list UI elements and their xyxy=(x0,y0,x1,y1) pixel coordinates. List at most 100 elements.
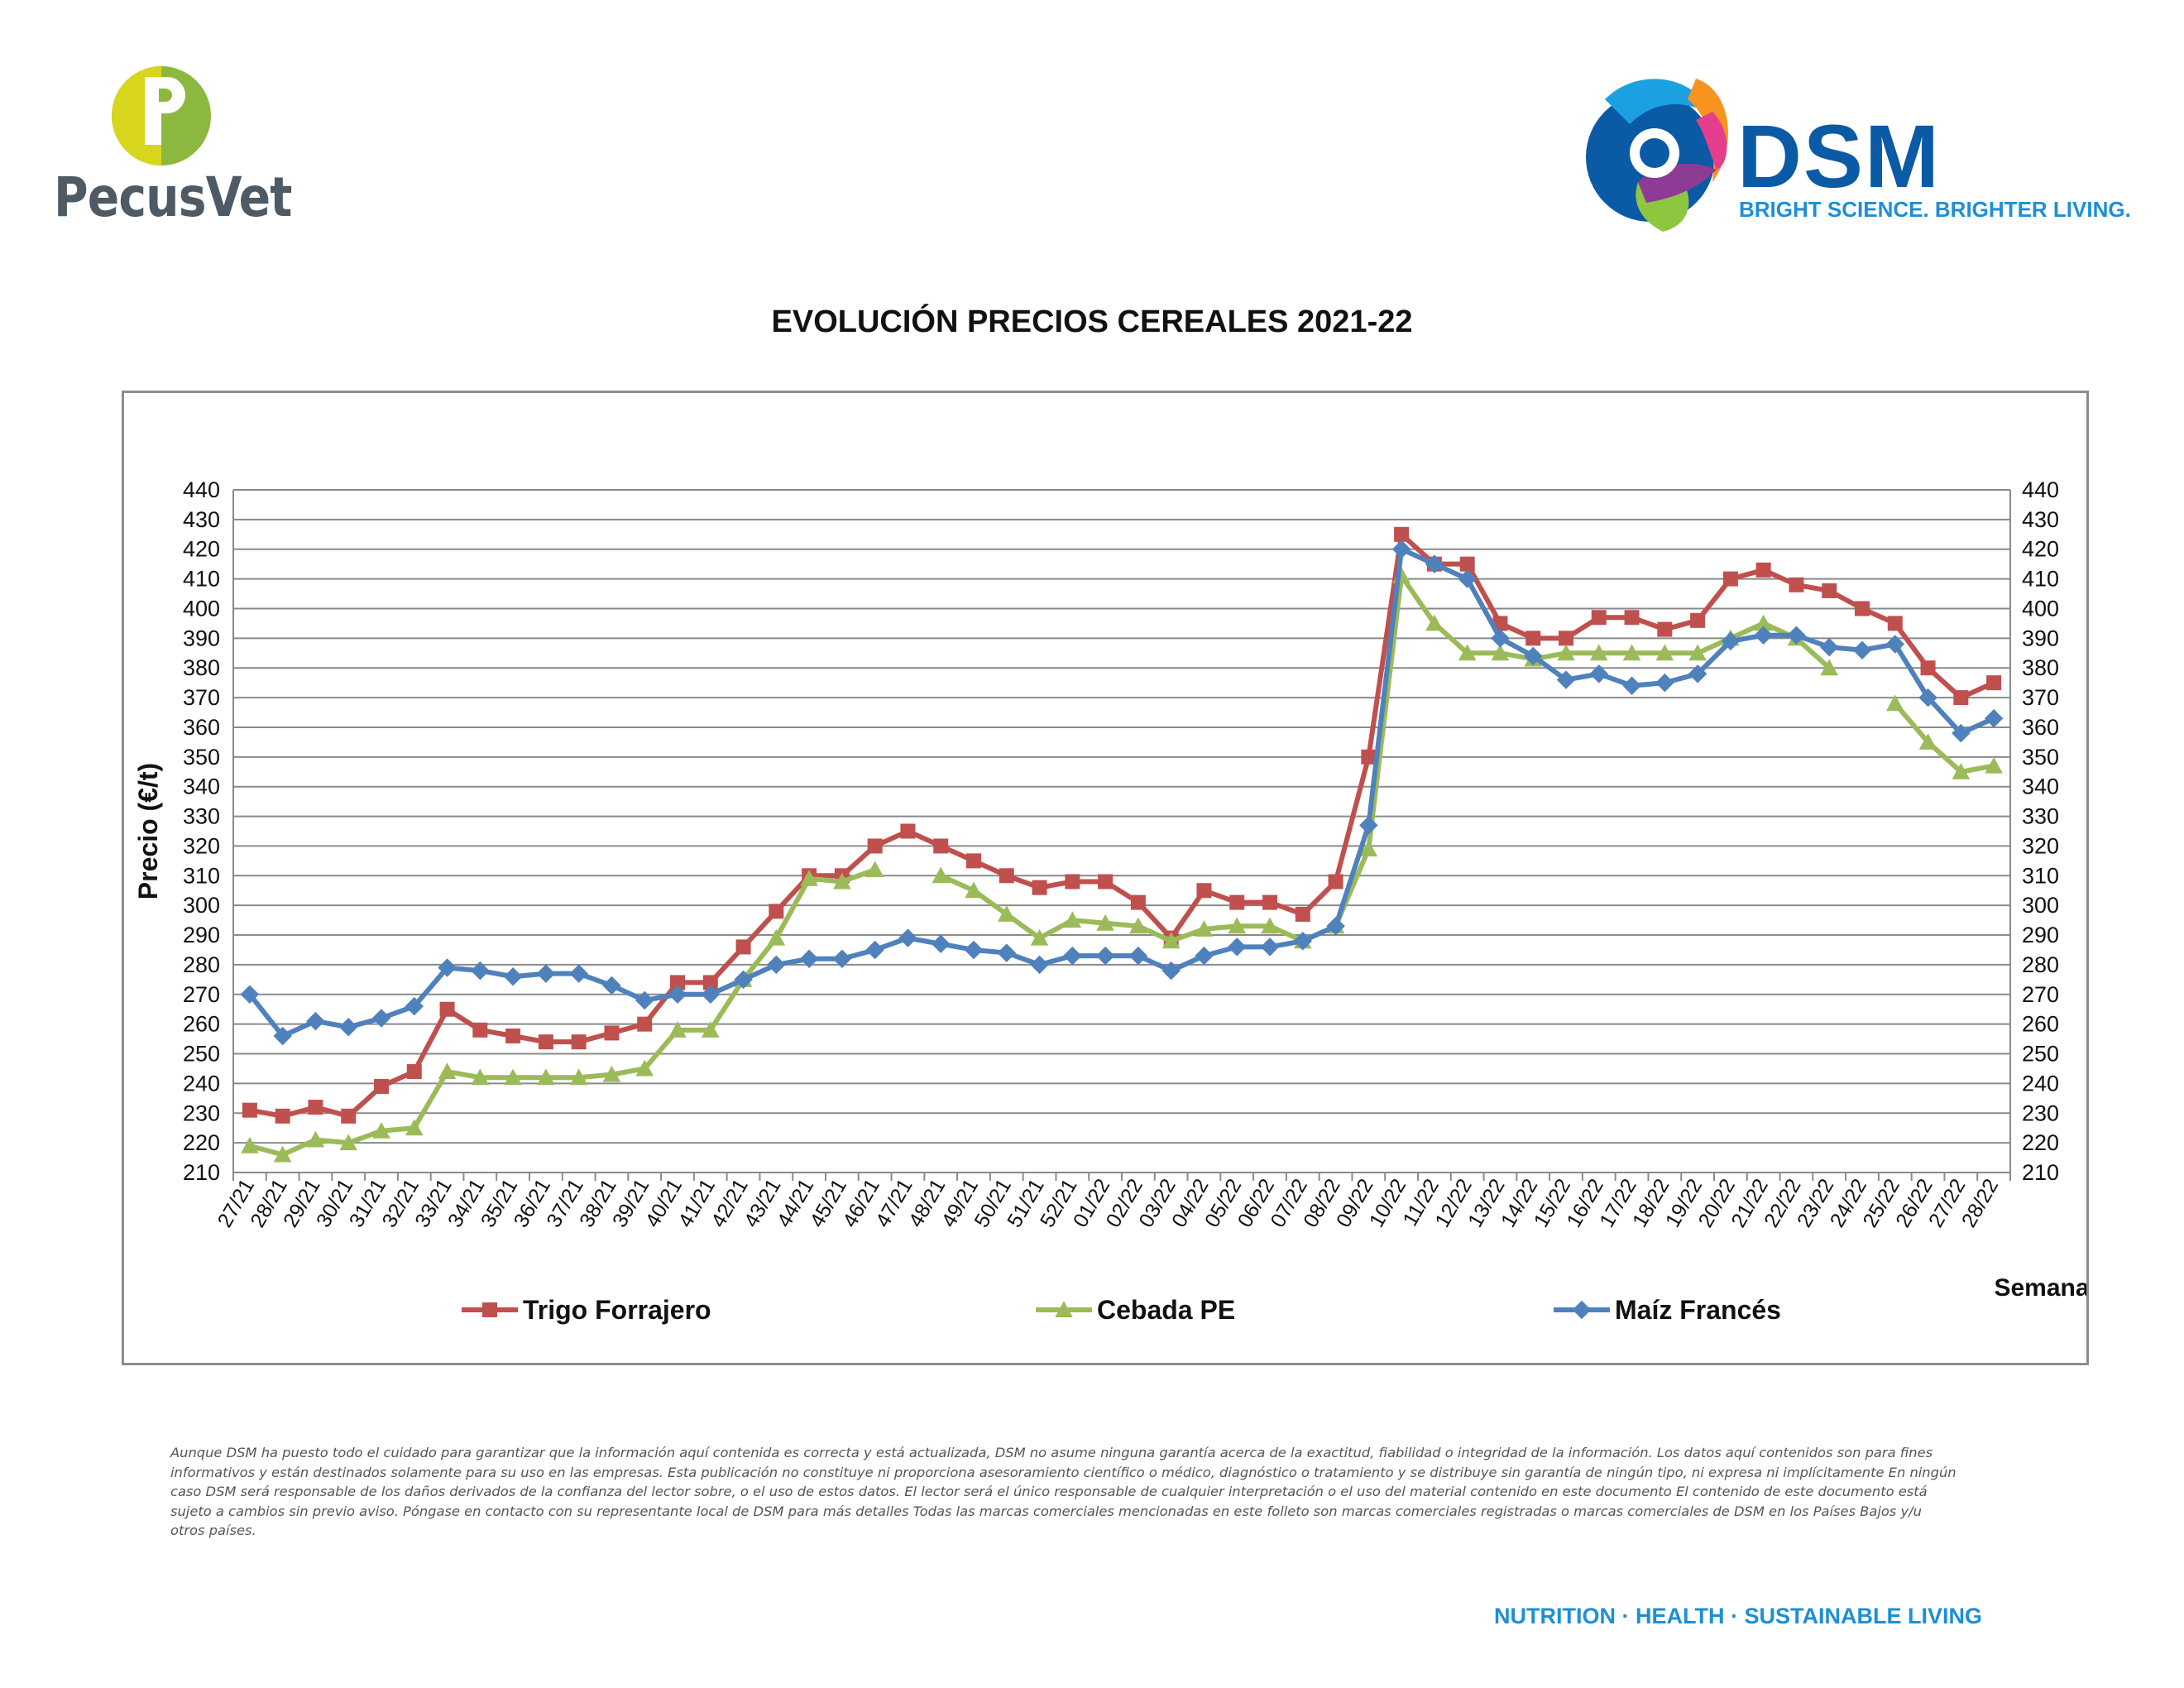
y2-tick-label: 290 xyxy=(2022,923,2059,947)
data-point-cebada-pe xyxy=(537,1068,555,1086)
y-tick-label: 260 xyxy=(183,1012,220,1037)
data-point-trigo-forrajero xyxy=(1328,874,1343,890)
data-point-maiz-frances xyxy=(1128,946,1148,966)
data-point-cebada-pe xyxy=(1359,840,1378,857)
data-point-trigo-forrajero xyxy=(1690,612,1706,628)
data-point-cebada-pe xyxy=(241,1136,259,1153)
data-point-maiz-frances xyxy=(931,934,951,954)
y-tick-label: 240 xyxy=(183,1071,220,1096)
data-point-cebada-pe xyxy=(372,1121,390,1139)
data-point-trigo-forrajero xyxy=(1196,883,1212,899)
pecusvet-p-icon xyxy=(112,66,211,165)
y-tick-label: 370 xyxy=(183,685,220,710)
y-tick-label: 440 xyxy=(183,477,220,502)
data-point-maiz-frances xyxy=(438,958,457,977)
data-point-trigo-forrajero xyxy=(966,853,981,869)
data-point-trigo-forrajero xyxy=(1361,749,1377,765)
y2-tick-label: 210 xyxy=(2022,1160,2059,1185)
data-point-cebada-pe xyxy=(997,905,1016,922)
data-point-cebada-pe xyxy=(1228,917,1247,934)
data-point-maiz-frances xyxy=(1952,723,1971,743)
data-point-cebada-pe xyxy=(1096,914,1114,931)
data-point-trigo-forrajero xyxy=(1229,894,1245,910)
data-point-maiz-frances xyxy=(1359,816,1378,835)
data-point-cebada-pe xyxy=(273,1145,292,1163)
dsm-tagline: BRIGHT SCIENCE. BRIGHTER LIVING. xyxy=(1739,197,2131,222)
data-point-trigo-forrajero xyxy=(1295,906,1310,922)
y-tick-label: 390 xyxy=(183,626,220,650)
legend-label-trigo-forrajero: Trigo Forrajero xyxy=(523,1295,711,1325)
data-point-cebada-pe xyxy=(306,1130,325,1148)
data-point-trigo-forrajero xyxy=(1459,556,1475,572)
data-point-maiz-frances xyxy=(832,949,852,968)
data-point-cebada-pe xyxy=(1820,659,1839,676)
chart-frame: 210 210 220 220 230 230 240 240 250 250 260 260 270 2… xyxy=(122,391,2089,1365)
data-point-trigo-forrajero xyxy=(374,1078,389,1094)
data-point-cebada-pe xyxy=(504,1068,522,1086)
data-point-trigo-forrajero xyxy=(637,1016,653,1032)
y2-tick-label: 250 xyxy=(2022,1042,2059,1067)
y-tick-label: 270 xyxy=(183,982,220,1007)
data-point-cebada-pe xyxy=(1030,928,1049,946)
data-point-maiz-frances xyxy=(1523,646,1543,666)
y2-tick-label: 390 xyxy=(2022,626,2059,650)
legend-marker-maiz-frances xyxy=(1572,1300,1592,1320)
data-point-trigo-forrajero xyxy=(1855,601,1870,616)
y2-tick-label: 440 xyxy=(2022,477,2059,502)
series-line-maiz-frances xyxy=(247,546,1995,1038)
data-point-trigo-forrajero xyxy=(341,1108,357,1124)
y-tick-label: 330 xyxy=(183,804,220,829)
data-point-trigo-forrajero xyxy=(670,975,685,990)
data-point-maiz-frances xyxy=(1622,676,1641,695)
y2-tick-label: 340 xyxy=(2022,774,2059,799)
data-point-cebada-pe xyxy=(965,881,983,899)
data-point-cebada-pe xyxy=(1885,694,1904,712)
data-point-maiz-frances xyxy=(306,1011,325,1031)
y-tick-label: 310 xyxy=(183,863,220,888)
data-point-trigo-forrajero xyxy=(505,1029,521,1043)
data-point-cebada-pe xyxy=(668,1021,687,1038)
y-tick-label: 340 xyxy=(183,774,220,799)
y2-tick-label: 400 xyxy=(2022,596,2059,621)
y2-tick-label: 280 xyxy=(2022,952,2059,977)
data-point-maiz-frances xyxy=(799,949,819,968)
data-point-cebada-pe xyxy=(635,1059,654,1077)
data-point-cebada-pe xyxy=(767,928,786,946)
data-point-cebada-pe xyxy=(1655,644,1674,661)
y-tick-label: 430 xyxy=(183,507,220,532)
y2-tick-label: 380 xyxy=(2022,655,2059,680)
y-tick-label: 400 xyxy=(183,596,220,621)
data-point-maiz-frances xyxy=(964,940,984,960)
data-point-trigo-forrajero xyxy=(1394,526,1410,542)
data-point-maiz-frances xyxy=(1984,708,2004,728)
y2-tick-label: 270 xyxy=(2022,982,2059,1007)
data-point-trigo-forrajero xyxy=(1262,894,1277,910)
y-tick-label: 220 xyxy=(183,1130,220,1155)
y2-tick-label: 410 xyxy=(2022,567,2059,592)
data-point-trigo-forrajero xyxy=(999,868,1014,884)
data-point-cebada-pe xyxy=(471,1068,490,1086)
data-point-trigo-forrajero xyxy=(472,1022,488,1038)
data-point-trigo-forrajero xyxy=(769,904,784,919)
series-line-cebada-pe xyxy=(939,573,1832,944)
data-point-maiz-frances xyxy=(1425,554,1444,573)
y-axis-label: Precio (€/t) xyxy=(133,763,163,899)
data-point-trigo-forrajero xyxy=(538,1034,553,1050)
y-tick-label: 320 xyxy=(183,833,220,858)
y2-tick-label: 300 xyxy=(2022,893,2059,918)
legend-label-cebada-pe: Cebada PE xyxy=(1097,1295,1235,1325)
data-point-cebada-pe xyxy=(339,1134,358,1151)
y2-tick-label: 220 xyxy=(2022,1130,2059,1155)
data-point-cebada-pe xyxy=(1261,917,1279,934)
y2-tick-label: 260 xyxy=(2022,1012,2059,1037)
data-point-maiz-frances xyxy=(767,955,786,975)
data-point-cebada-pe xyxy=(1622,644,1641,661)
data-point-maiz-frances xyxy=(1655,673,1674,693)
data-point-maiz-frances xyxy=(273,1026,292,1046)
y2-tick-label: 420 xyxy=(2022,537,2059,562)
legend-marker-cebada-pe xyxy=(1055,1301,1073,1317)
data-point-maiz-frances xyxy=(240,985,260,1005)
dsm-swirl-icon xyxy=(1586,79,1728,232)
data-point-trigo-forrajero xyxy=(1986,675,2002,691)
data-point-trigo-forrajero xyxy=(1657,621,1673,637)
